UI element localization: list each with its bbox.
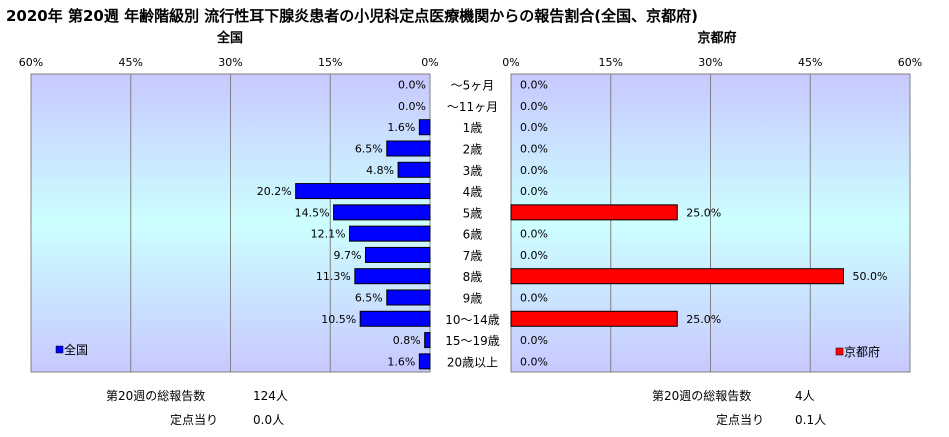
national-per-label: 定点当り [170, 413, 219, 427]
national-value-label: 6.5% [355, 143, 383, 156]
category-label: 7歳 [463, 249, 483, 263]
national-bar [349, 225, 431, 242]
kyoto-value-label: 0.0% [520, 228, 548, 241]
category-label: 2歳 [463, 143, 483, 157]
national-total-value: 124人 [253, 389, 288, 403]
national-bar [418, 119, 431, 136]
category-label: 4歳 [463, 185, 483, 199]
kyoto-bar [510, 204, 678, 221]
left-tick-label: 60% [19, 56, 43, 69]
kyoto-value-label: 0.0% [520, 100, 548, 113]
kyoto-value-label: 25.0% [686, 206, 721, 219]
national-value-label: 12.1% [311, 228, 346, 241]
kyoto-total-label: 第20週の総報告数 [652, 389, 752, 403]
national-legend-swatch [55, 345, 64, 354]
national-value-label: 1.6% [387, 355, 415, 368]
national-bar [424, 332, 431, 349]
national-bar [333, 204, 431, 221]
national-bar [386, 140, 431, 157]
kyoto-legend-label: 京都府 [844, 344, 880, 359]
national-bar [359, 310, 431, 327]
national-per-value: 0.0人 [253, 413, 285, 427]
kyoto-bar [510, 268, 844, 285]
right-tick-label: 45% [798, 56, 822, 69]
left-tick-label: 45% [119, 56, 143, 69]
chart-title: 2020年 第20週 年齢階級別 流行性耳下腺炎患者の小児科定点医療機関からの報… [6, 7, 698, 25]
category-label: 1歳 [463, 121, 483, 135]
national-legend-label: 全国 [64, 342, 88, 357]
kyoto-value-label: 25.0% [686, 313, 721, 326]
right-tick-label: 30% [698, 56, 722, 69]
kyoto-value-label: 0.0% [520, 143, 548, 156]
right-chart-title: 京都府 [697, 30, 736, 46]
national-total-label: 第20週の総報告数 [106, 389, 206, 403]
kyoto-value-label: 0.0% [520, 185, 548, 198]
category-label: 〜5ヶ月 [451, 79, 495, 93]
category-label: 8歳 [463, 270, 483, 284]
kyoto-legend-swatch [835, 347, 844, 356]
national-value-label: 6.5% [355, 292, 383, 305]
national-value-label: 0.8% [393, 334, 421, 347]
national-value-label: 20.2% [257, 185, 292, 198]
kyoto-per-value: 0.1人 [795, 413, 827, 427]
national-value-label: 9.7% [334, 249, 362, 262]
category-label: 5歳 [463, 206, 483, 220]
national-value-label: 11.3% [316, 270, 351, 283]
kyoto-total-value: 4人 [795, 389, 815, 403]
category-label: 20歳以上 [447, 355, 498, 369]
category-label: 3歳 [463, 164, 483, 178]
kyoto-value-label: 0.0% [520, 164, 548, 177]
left-tick-label: 30% [218, 56, 242, 69]
national-value-label: 1.6% [387, 121, 415, 134]
kyoto-value-label: 0.0% [520, 249, 548, 262]
national-bar [354, 268, 431, 285]
national-bar [418, 353, 431, 370]
kyoto-bar [510, 310, 678, 327]
national-bar [397, 161, 431, 178]
category-label: 9歳 [463, 292, 483, 306]
left-tick-label: 0% [421, 56, 438, 69]
category-label: 〜11ヶ月 [447, 100, 498, 114]
category-label: 6歳 [463, 228, 483, 242]
national-value-label: 14.5% [295, 206, 330, 219]
kyoto-value-label: 0.0% [520, 121, 548, 134]
left-chart-title: 全国 [216, 30, 243, 46]
right-tick-label: 15% [599, 56, 623, 69]
national-value-label: 0.0% [398, 100, 426, 113]
kyoto-value-label: 0.0% [520, 355, 548, 368]
national-value-label: 0.0% [398, 79, 426, 92]
kyoto-per-label: 定点当り [716, 413, 765, 427]
kyoto-value-label: 0.0% [520, 292, 548, 305]
right-tick-label: 60% [898, 56, 922, 69]
right-tick-label: 0% [502, 56, 519, 69]
national-value-label: 4.8% [366, 164, 394, 177]
national-bar [295, 183, 431, 200]
national-value-label: 10.5% [321, 313, 356, 326]
kyoto-value-label: 50.0% [853, 270, 888, 283]
national-bar [386, 289, 431, 306]
left-tick-label: 15% [318, 56, 342, 69]
kyoto-value-label: 0.0% [520, 334, 548, 347]
category-label: 10〜14歳 [445, 313, 500, 327]
national-bar [364, 246, 431, 263]
kyoto-value-label: 0.0% [520, 79, 548, 92]
category-label: 15〜19歳 [445, 334, 500, 348]
